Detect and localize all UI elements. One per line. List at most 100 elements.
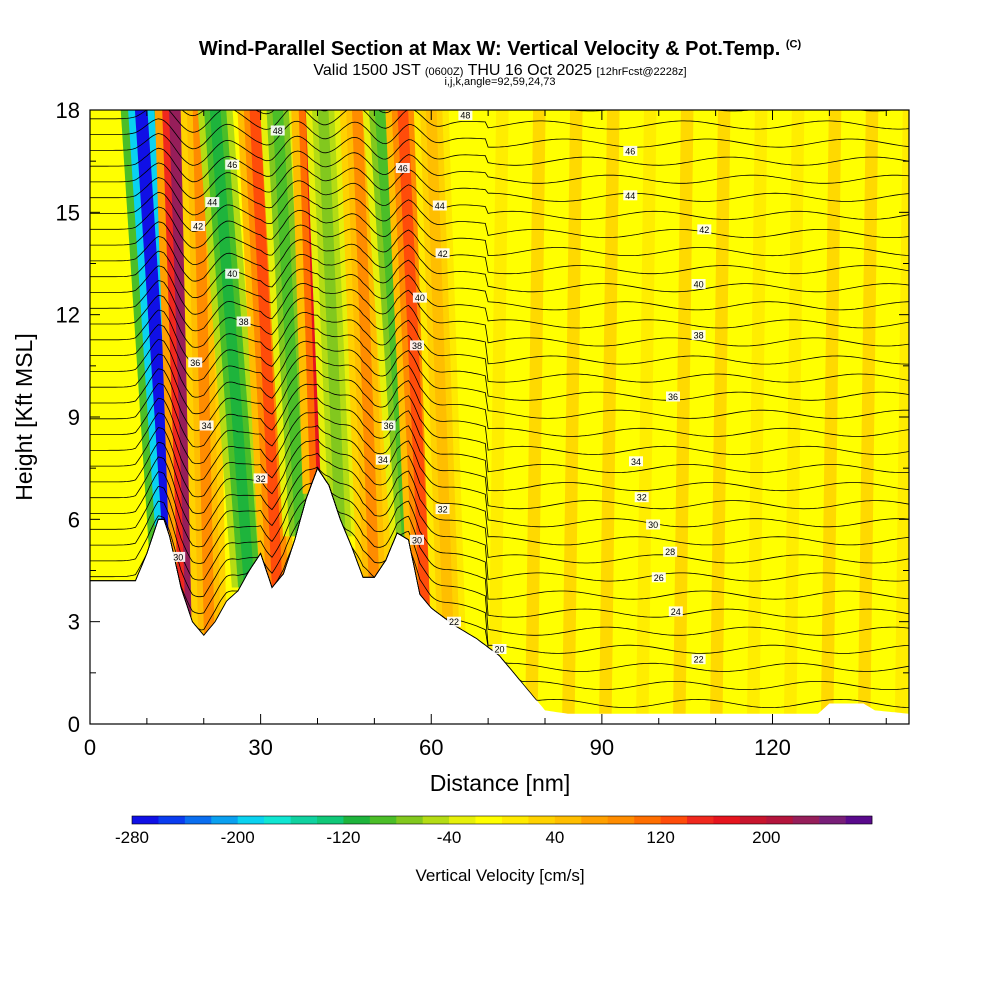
colorbar-swatch (449, 816, 476, 824)
contour-label-text: 42 (438, 249, 448, 259)
contour-label-text: 48 (460, 111, 470, 121)
contour-label-text: 36 (190, 358, 200, 368)
theta-contour-line (90, 110, 909, 133)
colorbar-swatch (766, 816, 794, 824)
terrain-mask (90, 468, 909, 724)
velocity-band-down (317, 110, 346, 537)
contour-label-box (668, 606, 683, 617)
contour-label: 48 (458, 110, 473, 121)
contour-label-box (395, 163, 410, 173)
contour-label-text: 44 (625, 191, 635, 201)
colorbar-swatch (792, 816, 820, 824)
colorbar: -280 -200 -120 -40 40 120 200 (115, 815, 873, 847)
weak-updraft-streak (636, 110, 657, 724)
contour-label: 32 (435, 504, 450, 515)
contour-label: 30 (410, 534, 424, 545)
contour-label: 34 (199, 420, 214, 431)
colorbar-swatch (687, 816, 714, 824)
contour-label-text: 38 (694, 331, 704, 341)
contour-label-box (188, 357, 203, 368)
contour-label-box (663, 546, 678, 557)
contour-label: 24 (668, 606, 683, 617)
weak-updraft-streak (488, 110, 509, 724)
contour-labels: 48 48 46 46 46 44 44 44 42 42 42 40 40 40 38 38 38 36 36 36… (171, 110, 712, 665)
colorbar-swatch (211, 816, 239, 824)
contour-label-text: 38 (239, 317, 249, 327)
velocity-band-up (351, 110, 380, 595)
colorbar-tick-label: 120 (646, 828, 674, 847)
theta-contour-line (90, 452, 909, 564)
contour-label: 44 (623, 190, 638, 201)
theta-contour-line (90, 221, 909, 275)
colorbar-swatch (713, 816, 741, 824)
contour-label-text: 40 (227, 269, 237, 279)
contour-label-text: 34 (202, 421, 212, 431)
contour-label-box (623, 145, 638, 156)
colorbar-swatch (264, 816, 291, 824)
theta-contour-line (90, 162, 909, 202)
contour-label-box (629, 456, 643, 467)
theta-contour-line (90, 467, 909, 636)
contour-label-text: 32 (256, 474, 266, 484)
colorbar-swatch (554, 816, 582, 824)
y-tick-label: 18 (56, 98, 80, 123)
theta-contour-line (90, 191, 909, 239)
contour-label: 46 (225, 159, 240, 170)
contour-label-box (646, 519, 661, 530)
y-axis-label: Height [Kft MSL] (11, 333, 37, 500)
weak-updraft-streak (599, 110, 620, 724)
section-params: i,j,k,angle=92,59,24,73 (444, 76, 556, 88)
copyright-mark: (C) (785, 38, 802, 51)
contour-label-text: 42 (699, 225, 709, 235)
colorbar-swatch (396, 816, 424, 824)
colorbar-swatch (343, 816, 371, 824)
contour-label: 40 (691, 279, 706, 290)
contour-label-text: 46 (227, 160, 237, 170)
y-tick-label: 9 (68, 405, 80, 430)
y-tick-label: 12 (56, 303, 80, 328)
contour-label-box (253, 473, 268, 484)
weak-updraft-streak (562, 110, 583, 724)
colorbar-swatch (819, 816, 846, 824)
contour-label-text: 44 (207, 198, 217, 208)
theta-contour-line (90, 397, 909, 492)
x-tick-label: 0 (84, 735, 96, 760)
contour-label: 32 (634, 492, 649, 503)
contour-label-text: 42 (193, 222, 203, 232)
contour-label: 38 (691, 330, 706, 341)
weak-updraft-streak (783, 110, 805, 724)
contour-label: 38 (236, 316, 251, 327)
contour-label-box (697, 224, 712, 235)
contour-label: 42 (191, 221, 206, 232)
colorbar-swatch (739, 816, 767, 824)
colorbar-swatch (422, 816, 450, 824)
weak-updraft-streak (820, 110, 842, 724)
contour-label: 42 (435, 248, 450, 259)
contour-label-text: 30 (648, 520, 658, 530)
contour-label-box (447, 616, 461, 627)
contour-label-box (691, 279, 706, 289)
theta-contour-line (90, 467, 909, 672)
y-tick-label: 15 (56, 200, 80, 225)
colorbar-frame (131, 815, 873, 825)
contour-label-box (458, 110, 473, 121)
contour-label: 30 (171, 551, 186, 562)
contour-label-box (666, 391, 680, 402)
contour-label-text: 36 (384, 421, 394, 431)
contour-label-box (492, 644, 507, 654)
chart-title: Wind-Parallel Section at Max W: Vertical… (198, 38, 802, 60)
theta-contour-line (90, 265, 909, 329)
theta-contour-line (90, 309, 909, 383)
theta-contour-line (90, 294, 909, 365)
contour-label-box (651, 572, 666, 583)
theta-contour-line (90, 467, 909, 600)
contour-label: 44 (432, 200, 447, 211)
velocity-band-down (272, 110, 306, 537)
contour-label: 26 (651, 572, 666, 583)
colorbar-tick-label: -120 (326, 828, 360, 847)
velocity-band-up (397, 110, 431, 619)
theta-contour-line (90, 118, 909, 150)
weak-updraft-streak (525, 110, 546, 724)
